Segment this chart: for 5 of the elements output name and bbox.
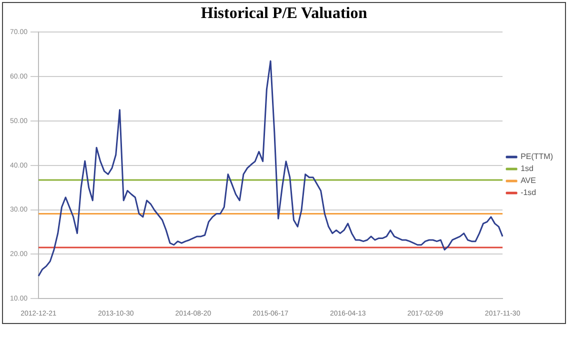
chart-title: Historical P/E Valuation — [200, 5, 368, 23]
legend-label: AVE — [520, 176, 536, 186]
legend-label: 1sd — [520, 164, 534, 174]
legend-label: PE(TTM) — [520, 152, 554, 162]
legend-label: -1sd — [520, 188, 536, 198]
